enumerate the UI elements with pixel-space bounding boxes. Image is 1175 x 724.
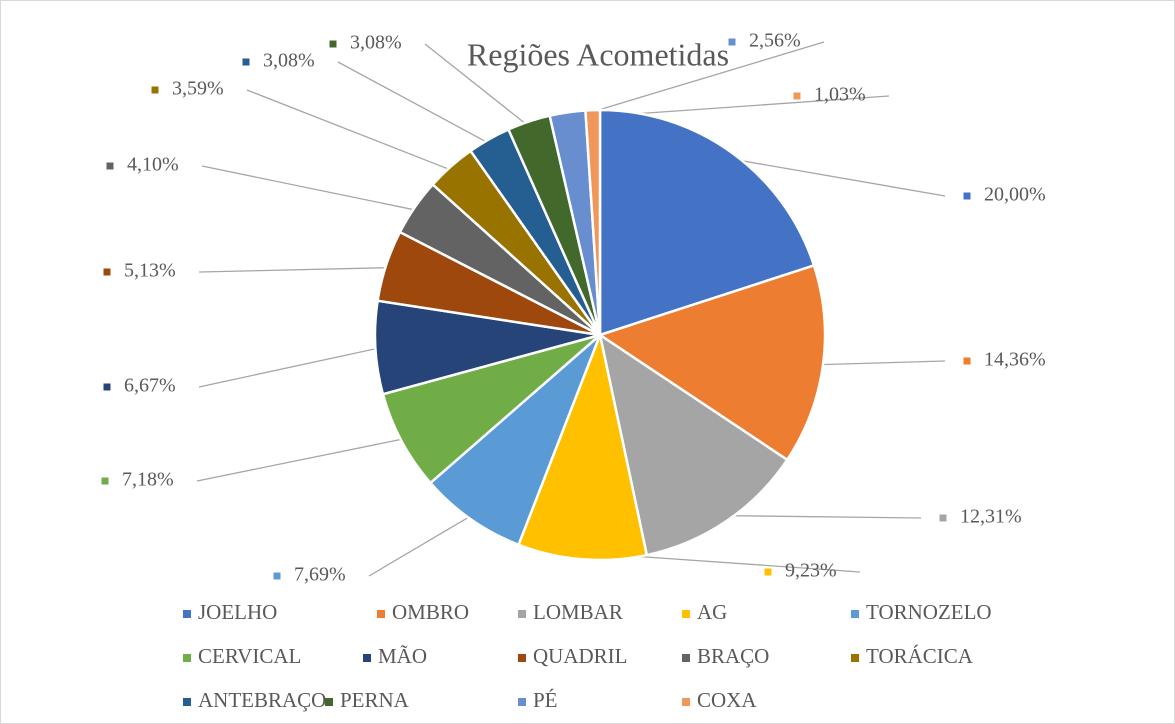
label-marker	[273, 572, 281, 580]
data-label: 1,03%	[814, 84, 866, 106]
leader-line	[198, 266, 393, 273]
leader-line	[198, 346, 383, 388]
data-label: 14,36%	[984, 349, 1046, 371]
label-marker	[963, 192, 971, 200]
data-label: 3,08%	[350, 32, 402, 54]
data-label: 3,08%	[263, 50, 315, 72]
legend-label: BRAÇO	[697, 644, 769, 668]
legend-marker	[377, 610, 385, 618]
label-marker	[103, 383, 111, 391]
label-marker	[939, 514, 947, 522]
leader-line	[568, 41, 825, 120]
leader-line	[201, 165, 421, 212]
label-marker	[764, 568, 772, 576]
legend-label: AG	[697, 600, 727, 624]
data-label: 5,13%	[124, 260, 176, 282]
legend-marker	[682, 610, 690, 618]
legend-marker	[363, 654, 371, 662]
leader-line	[816, 360, 946, 366]
legend-label: LOMBAR	[533, 600, 623, 624]
data-label: 7,18%	[122, 469, 174, 491]
leader-line	[728, 157, 946, 197]
legend-label: PERNA	[340, 688, 410, 712]
pie-slice	[428, 334, 602, 547]
legend-marker	[851, 654, 859, 662]
label-marker	[793, 92, 801, 100]
legend-marker	[183, 610, 191, 618]
data-label: 9,23%	[785, 560, 837, 582]
legend-marker	[518, 610, 526, 618]
pie-slice	[598, 108, 816, 337]
legend-marker	[183, 698, 191, 706]
data-label: 12,31%	[960, 506, 1022, 528]
legend-label: PÉ	[533, 688, 558, 712]
pie-slice	[584, 108, 602, 336]
legend-marker	[682, 654, 690, 662]
label-marker	[106, 162, 114, 170]
legend-label: COXA	[697, 688, 757, 712]
label-marker	[103, 268, 111, 276]
leader-line	[424, 43, 532, 129]
pie-slice	[598, 332, 789, 557]
leader-line	[337, 61, 493, 146]
leader-line	[368, 513, 475, 577]
legend-label: CERVICAL	[198, 644, 301, 668]
legend-marker	[183, 654, 191, 662]
pie-slice	[597, 263, 827, 462]
data-label: 7,69%	[294, 564, 346, 586]
legend-marker	[518, 654, 526, 662]
data-label: 3,59%	[172, 78, 224, 100]
label-marker	[242, 58, 250, 66]
data-label: 20,00%	[984, 184, 1046, 206]
legend-marker	[682, 698, 690, 706]
label-marker	[101, 477, 109, 485]
legend-marker	[518, 698, 526, 706]
data-label: 2,56%	[749, 30, 801, 52]
legend-label: OMBRO	[392, 600, 469, 624]
leader-line	[722, 514, 922, 519]
legend-label: TORNOZELO	[866, 600, 992, 624]
chart-title: Regiões Acometidas	[467, 36, 729, 72]
legend-marker	[851, 610, 859, 618]
data-label: 6,67%	[124, 375, 176, 397]
legend-marker	[325, 698, 333, 706]
legend-label: ANTEBRAÇO	[198, 688, 326, 712]
leader-line	[246, 89, 456, 173]
label-marker	[728, 38, 736, 46]
legend-label: TORÁCICA	[866, 644, 974, 668]
label-marker	[151, 86, 159, 94]
legend-label: MÃO	[378, 644, 427, 668]
leader-line	[196, 437, 408, 482]
pie-slice	[381, 333, 601, 485]
pie-slice	[516, 330, 649, 562]
data-label: 4,10%	[127, 154, 179, 176]
legend-label: QUADRIL	[533, 644, 628, 668]
label-marker	[963, 357, 971, 365]
label-marker	[329, 40, 337, 48]
legend-label: JOELHO	[198, 600, 277, 624]
